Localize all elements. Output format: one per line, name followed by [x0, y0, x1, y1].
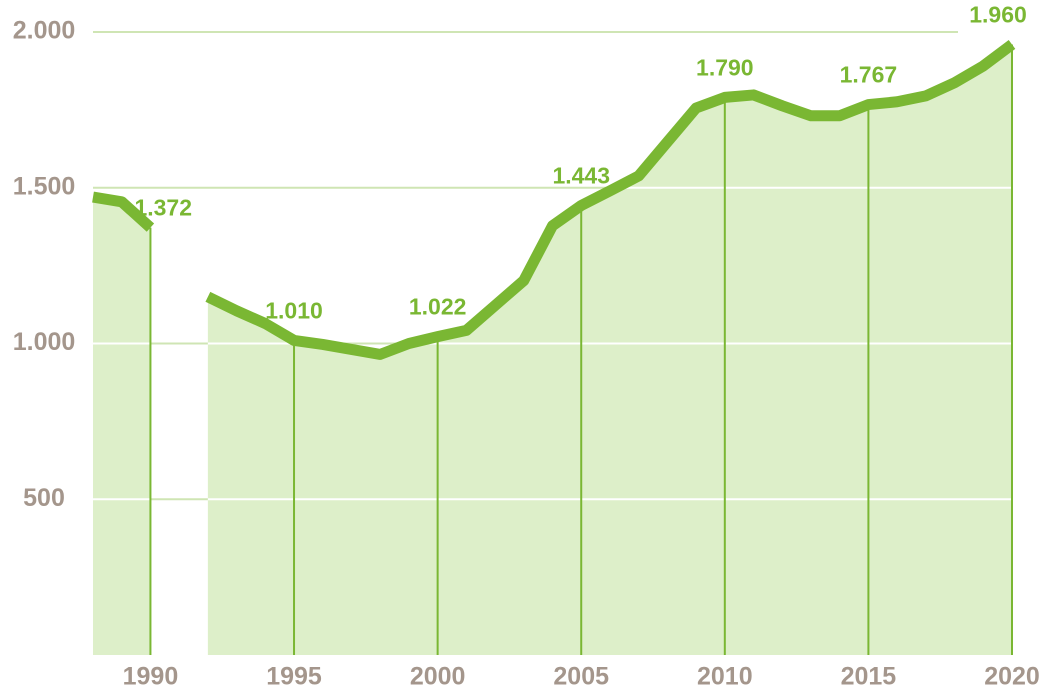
x-tick-label: 2020 [984, 663, 1040, 691]
area [93, 197, 151, 655]
line [92, 191, 155, 232]
value-label: 1.443 [552, 163, 610, 189]
x-tick-label: 2000 [410, 663, 466, 691]
value-label: 1.790 [696, 54, 754, 80]
y-tick-label: 1.000 [13, 328, 76, 356]
value-label: 1.022 [409, 294, 467, 320]
x-tick-label: 2015 [841, 663, 897, 691]
area [207, 44, 1012, 655]
x-tick-label: 1990 [123, 663, 179, 691]
y-tick-label: 1.500 [13, 172, 76, 200]
value-label: 1.010 [265, 297, 323, 323]
x-tick-label: 1995 [266, 663, 322, 691]
line [205, 40, 1016, 360]
value-label: 1.372 [134, 195, 192, 221]
x-tick-label: 2010 [697, 663, 753, 691]
value-label: 1.767 [840, 62, 898, 88]
x-tick-label: 2005 [553, 663, 609, 691]
y-tick-label: 2.000 [13, 17, 76, 45]
y-tick-label: 500 [23, 484, 65, 512]
value-label: 1.960 [969, 2, 1027, 28]
